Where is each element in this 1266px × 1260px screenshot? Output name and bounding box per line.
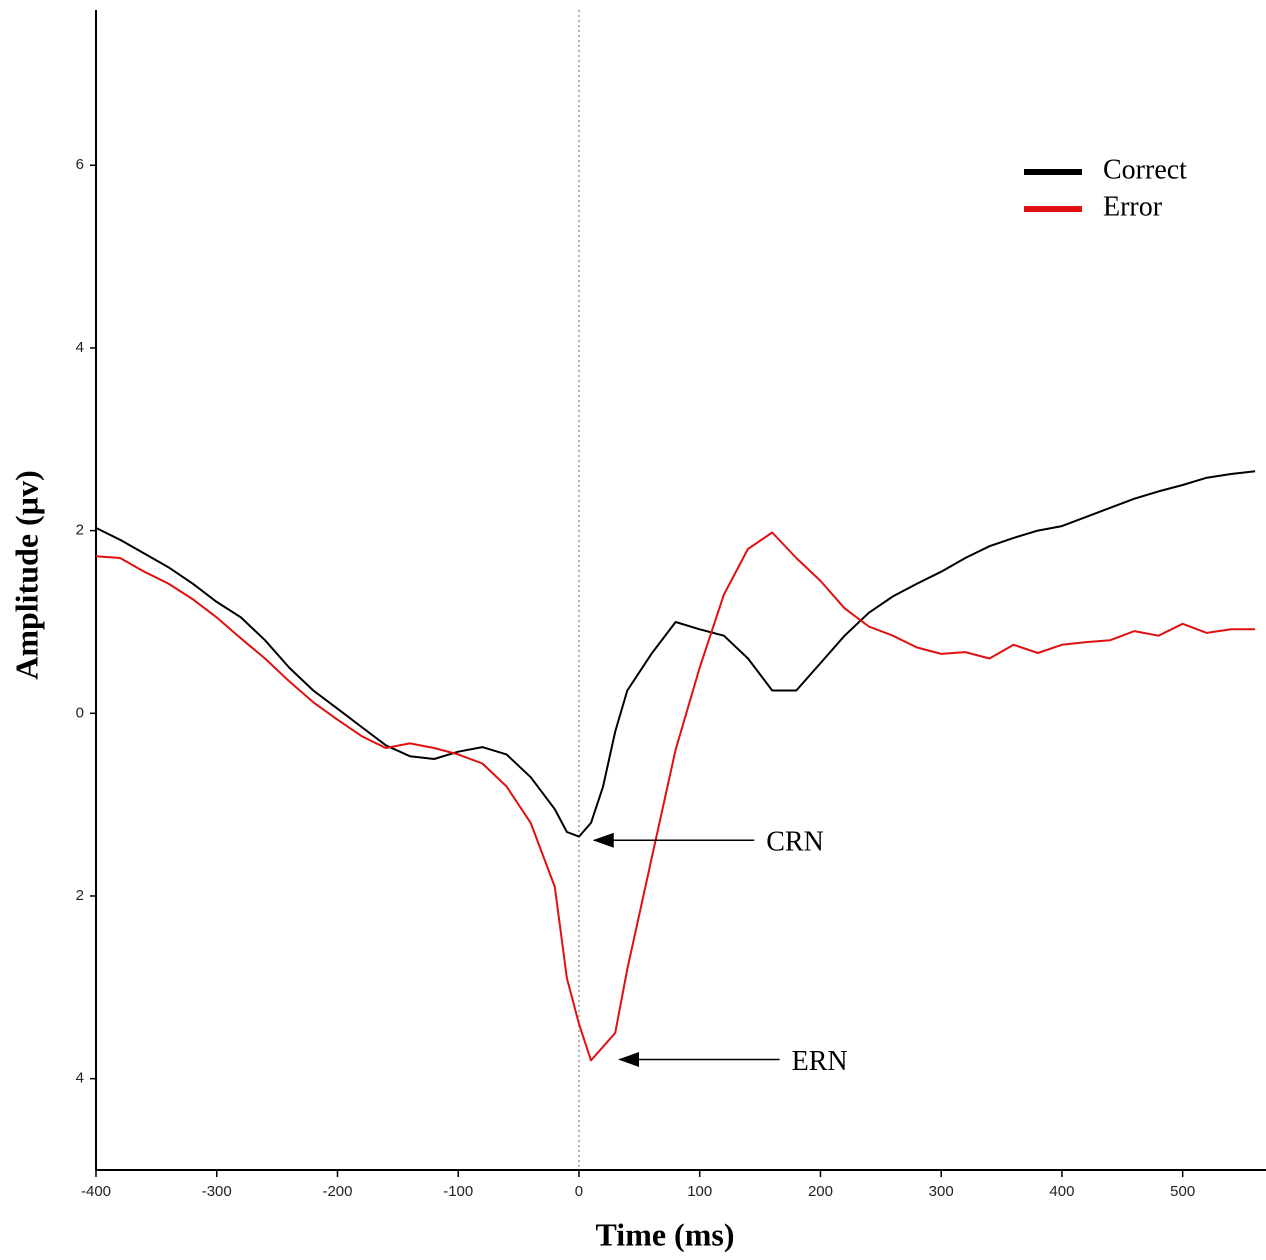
x-tick-label: 500 [1170, 1183, 1195, 1200]
series-line [95, 470, 1256, 838]
legend-label: Error [1103, 191, 1163, 222]
legend-label: Correct [1103, 154, 1187, 185]
y-tick-label: 2 [76, 522, 84, 539]
y-tick-label: 0 [76, 704, 84, 721]
x-tick-label: 400 [1049, 1183, 1074, 1200]
x-tick-label: 0 [575, 1183, 583, 1200]
x-tick-label: -100 [443, 1183, 473, 1200]
annotation-label: ERN [792, 1046, 848, 1077]
x-tick-label: -200 [322, 1183, 352, 1200]
x-tick-label: 100 [687, 1183, 712, 1200]
series-line [95, 531, 1256, 1062]
y-tick-label: 2 [76, 887, 84, 904]
y-tick-label: 6 [76, 156, 84, 173]
annotation-label: CRN [766, 827, 824, 858]
y-axis-title: Amplitude (µv) [8, 470, 44, 680]
x-tick-label: -400 [81, 1183, 111, 1200]
x-tick-label: 300 [929, 1183, 954, 1200]
x-axis-title: Time (ms) [596, 1216, 735, 1252]
y-tick-label: 4 [76, 339, 84, 356]
x-tick-label: -300 [202, 1183, 232, 1200]
x-tick-label: 200 [808, 1183, 833, 1200]
y-tick-label: 4 [76, 1070, 84, 1087]
